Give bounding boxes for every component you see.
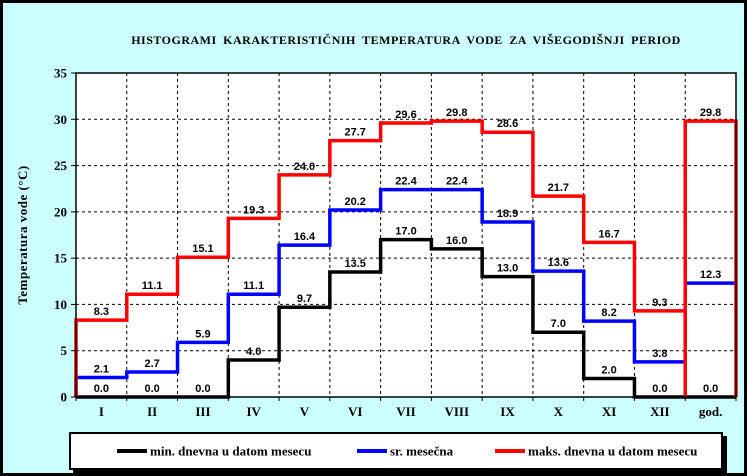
value-label: 4.0: [246, 346, 261, 358]
y-tick-label: 25: [54, 158, 68, 173]
value-label: 0.0: [195, 383, 210, 395]
y-tick-label: 5: [61, 343, 68, 358]
x-category-label: IX: [500, 404, 515, 419]
y-axis-title: Temperatura vode (°C): [15, 165, 30, 304]
x-category-label: X: [554, 404, 564, 419]
x-category-label: IV: [246, 404, 261, 419]
value-label: 5.9: [195, 328, 210, 340]
value-label: 2.1: [94, 364, 109, 376]
value-label: 15.1: [192, 243, 213, 255]
y-tick-label: 30: [54, 112, 67, 127]
y-tick-label: 35: [54, 66, 68, 81]
series-path-0: [76, 237, 686, 399]
value-label: 22.4: [446, 176, 468, 188]
series-path-1: [74, 187, 686, 397]
value-label: 11.1: [142, 280, 163, 292]
value-label: 20.2: [345, 196, 366, 208]
x-category-label: XII: [650, 404, 670, 419]
value-label: 29.8: [700, 107, 721, 119]
legend-line-avg: [357, 449, 387, 454]
value-label: 22.4: [395, 176, 417, 188]
x-category-label: III: [195, 404, 210, 419]
value-label: 17.0: [395, 226, 416, 238]
value-label: 2.7: [145, 358, 160, 370]
value-label: 11.1: [243, 280, 264, 292]
x-category-label: XI: [602, 404, 616, 419]
value-label: 29.8: [446, 107, 467, 119]
x-category-label: I: [99, 404, 104, 419]
legend-label-max: maks. dnevna u datom mesecu: [528, 443, 698, 459]
value-label: 13.5: [345, 258, 366, 270]
value-label: 9.3: [652, 297, 667, 309]
value-label: 0.0: [94, 383, 109, 395]
temperature-step-chart: 0.0 0.0 0.0 4.0 9.7 13.5 17.0 16.0 13.0 7.0 2.0 0.0…: [15, 66, 738, 419]
chart-title: HISTOGRAMI KARAKTERISTIČNIH TEMPERATURA …: [131, 33, 681, 47]
y-tick-label: 10: [54, 297, 67, 312]
chart-legend: min. dnevna u datom mesecu sr. mesečna m…: [69, 432, 723, 470]
x-category-label: god.: [699, 404, 722, 419]
value-label: 13.6: [548, 257, 569, 269]
value-label: 16.4: [294, 231, 316, 243]
value-label: 0.0: [652, 383, 667, 395]
value-label: 16.0: [446, 235, 467, 247]
value-label: 21.7: [548, 182, 569, 194]
x-category-label: VIII: [444, 404, 469, 419]
series-path-2: [74, 119, 686, 397]
legend-item-avg: sr. mesečna: [357, 442, 453, 460]
y-tick-label: 0: [61, 390, 68, 405]
legend-item-min: min. dnevna u datom mesecu: [117, 442, 311, 460]
value-label: 8.2: [601, 307, 616, 319]
y-tick-label: 20: [54, 204, 67, 219]
x-category-label: II: [147, 404, 157, 419]
plot-frame: [75, 72, 737, 398]
legend-item-max: maks. dnevna u datom mesecu: [495, 442, 697, 460]
value-label: 19.3: [243, 204, 264, 216]
value-label: 2.0: [601, 364, 616, 376]
value-label: 12.3: [700, 269, 721, 281]
value-label: 0.0: [145, 383, 160, 395]
value-label: 16.7: [598, 228, 619, 240]
value-label: 28.6: [497, 118, 518, 130]
x-category-label: VI: [348, 404, 362, 419]
legend-line-max: [495, 449, 525, 454]
legend-line-min: [117, 449, 147, 454]
value-label: 18.9: [497, 208, 518, 220]
legend-label-avg: sr. mesečna: [390, 443, 454, 459]
value-label: 9.7: [297, 293, 312, 305]
value-label: 3.8: [652, 348, 667, 360]
value-label: 7.0: [551, 318, 566, 330]
legend-label-min: min. dnevna u datom mesecu: [150, 443, 312, 459]
value-label: 29.6: [395, 109, 416, 121]
value-label: 0.0: [703, 383, 718, 395]
x-category-label: VII: [396, 404, 416, 419]
value-label: 8.3: [94, 306, 109, 318]
value-label: 27.7: [345, 127, 366, 139]
value-label: 13.0: [497, 263, 518, 275]
y-tick-label: 15: [54, 251, 68, 266]
x-category-label: V: [300, 404, 310, 419]
value-label: 24.0: [294, 161, 315, 173]
